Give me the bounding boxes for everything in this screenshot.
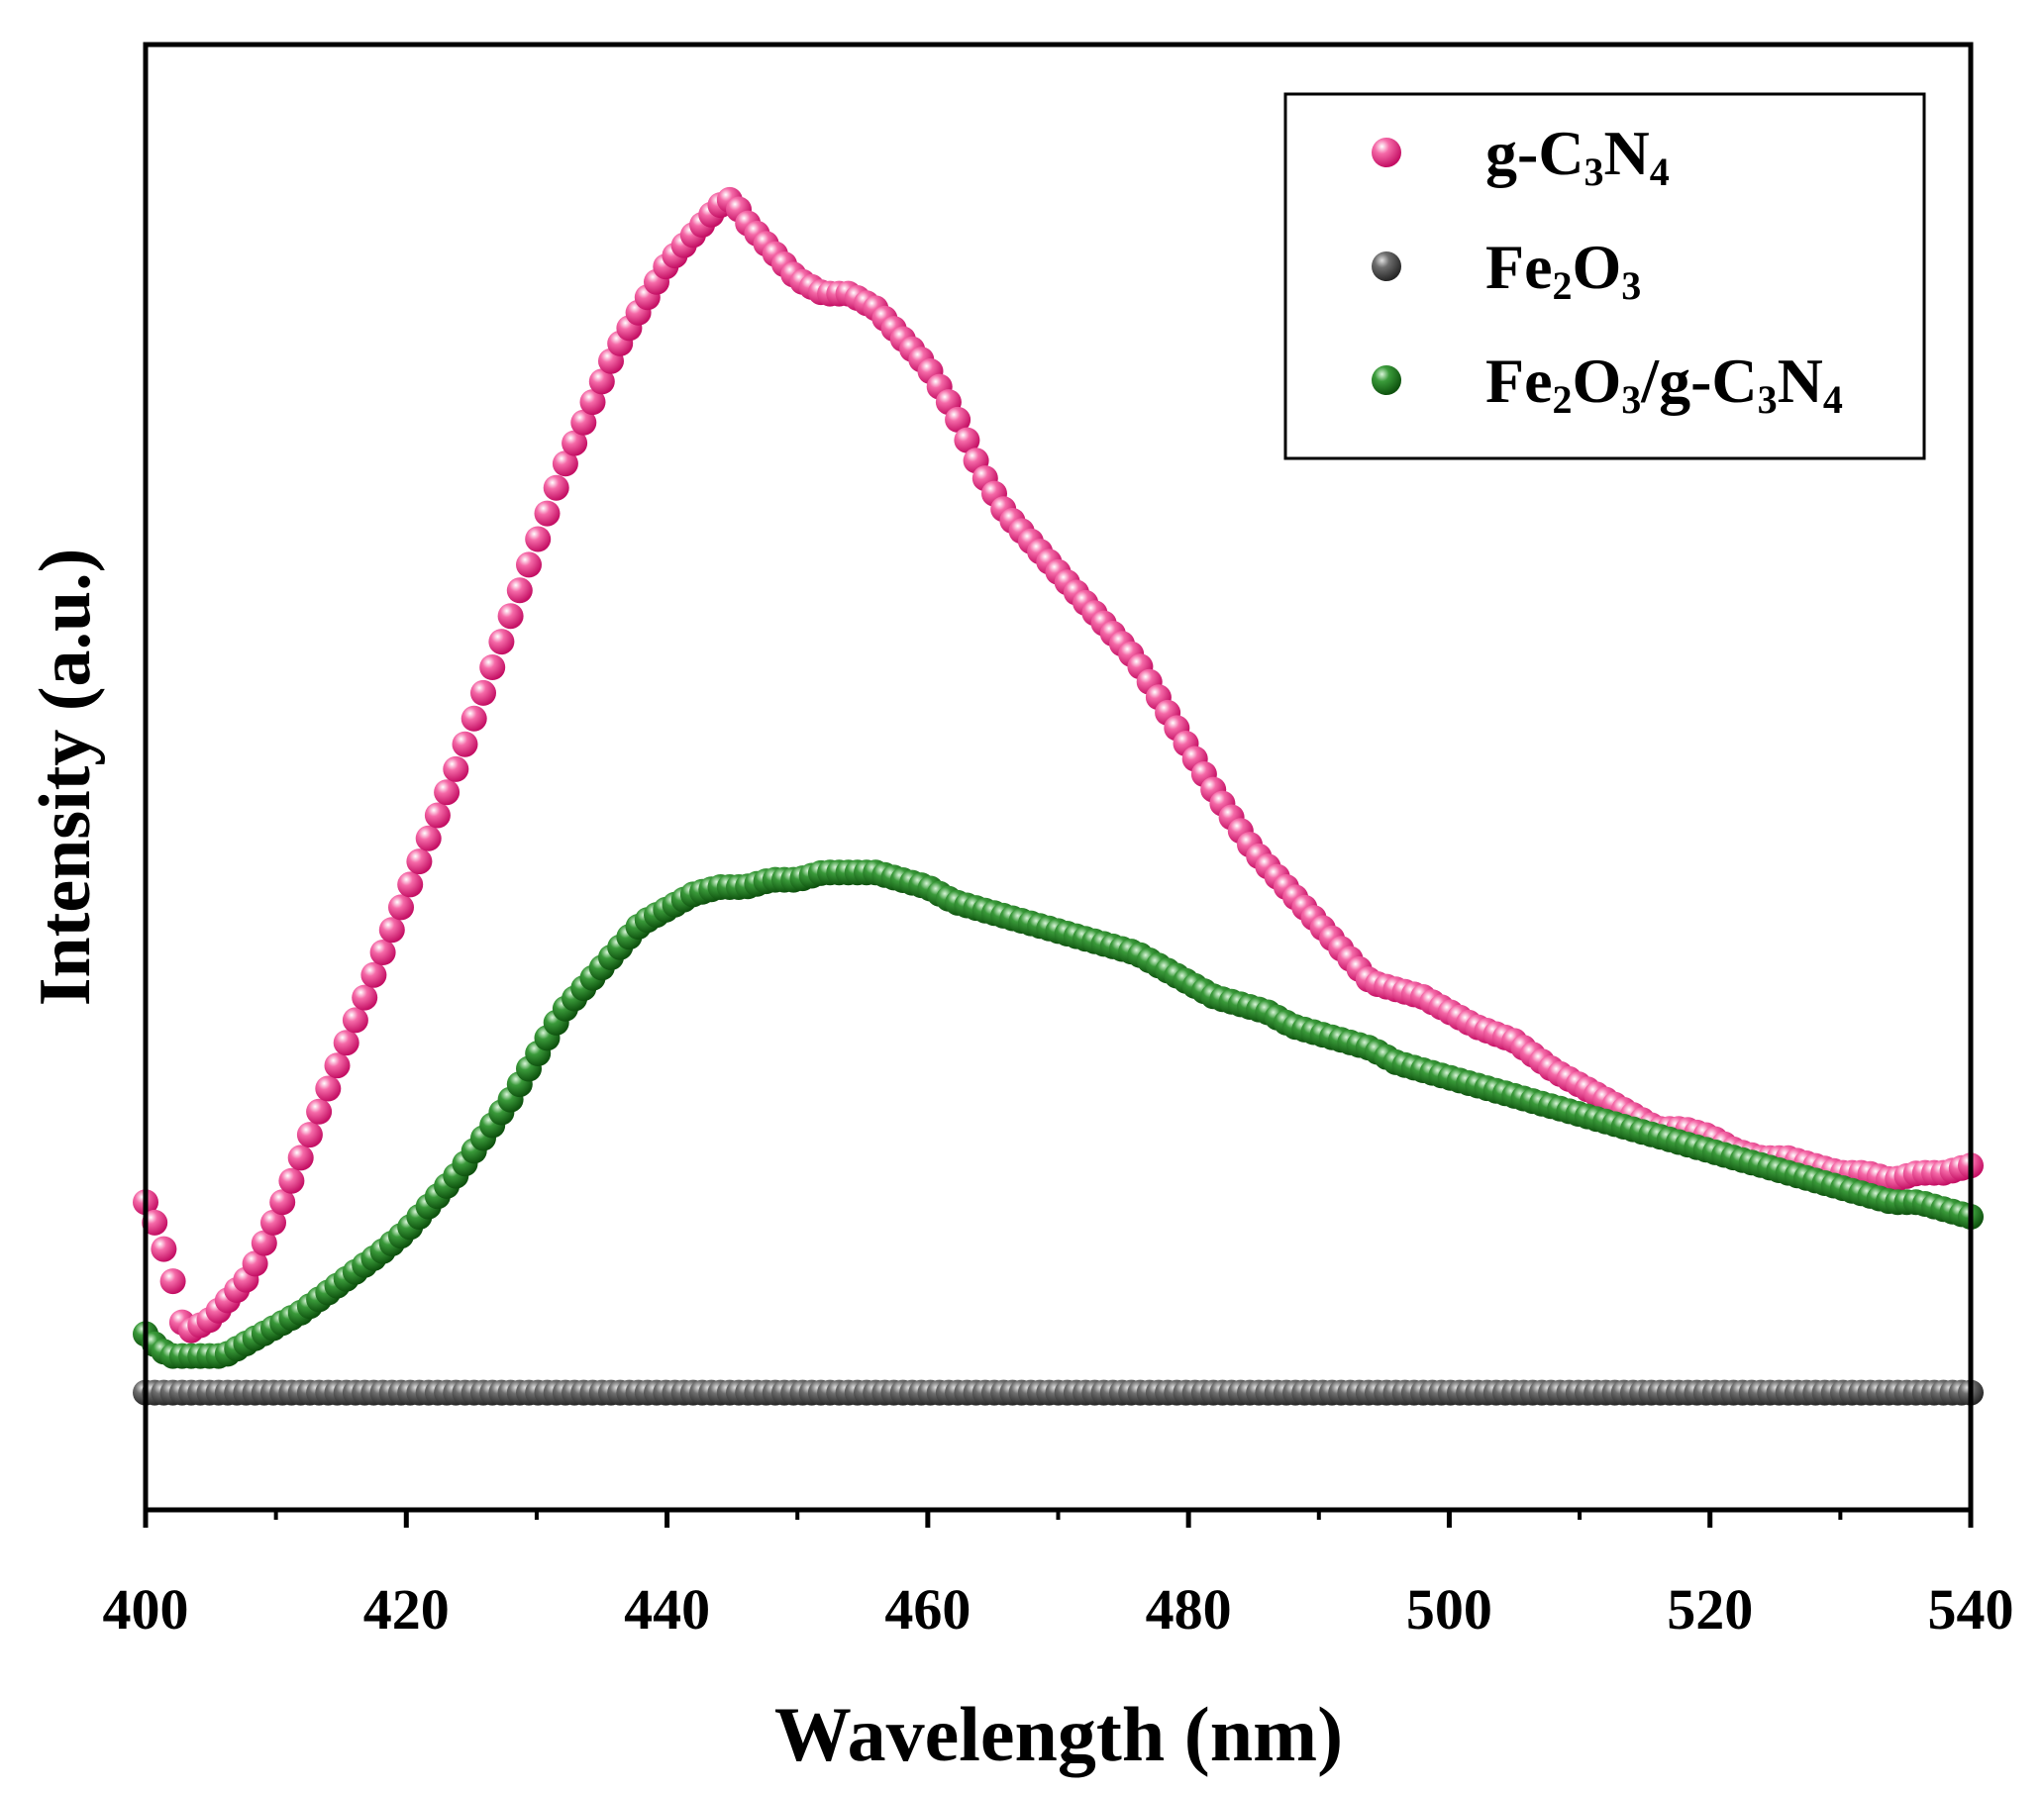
data-point (397, 871, 424, 898)
data-point (378, 917, 405, 944)
data-point (406, 848, 433, 875)
data-point (388, 894, 414, 921)
x-tick-label: 460 (884, 1577, 971, 1642)
data-point (443, 755, 469, 782)
data-point (534, 500, 561, 527)
data-point (516, 551, 542, 578)
legend-marker (1372, 138, 1401, 167)
data-point (525, 526, 552, 552)
data-point (570, 409, 597, 436)
x-axis-ticks: 400 420 440 460 480 500 520 540 (103, 1510, 2014, 1642)
data-point (306, 1098, 333, 1125)
x-axis-label: Wavelength (nm) (774, 1691, 1343, 1777)
data-point (588, 368, 615, 395)
x-tick-label: 520 (1667, 1577, 1753, 1642)
x-tick-label: 480 (1146, 1577, 1232, 1642)
data-point (506, 577, 533, 604)
x-tick-label: 400 (103, 1577, 189, 1642)
series-2 (133, 859, 1984, 1369)
data-point (159, 1268, 186, 1295)
x-tick-label: 440 (624, 1577, 710, 1642)
data-point (333, 1030, 359, 1056)
legend: g-C3N4 Fe2O3 Fe2O3/g-C3N4 (1283, 92, 1926, 460)
x-tick-label: 540 (1928, 1577, 2014, 1642)
data-point (287, 1145, 314, 1171)
legend-marker (1372, 251, 1401, 281)
data-point (562, 430, 588, 456)
data-point (424, 802, 451, 829)
data-point (452, 731, 478, 757)
data-point (151, 1236, 177, 1262)
x-tick-label: 420 (363, 1577, 450, 1642)
data-point (352, 984, 378, 1011)
data-point (497, 603, 524, 630)
data-point (269, 1189, 296, 1216)
data-point (142, 1209, 168, 1236)
data-point (552, 450, 578, 477)
data-point (296, 1122, 323, 1148)
data-point (434, 779, 460, 806)
data-point (242, 1250, 268, 1277)
x-tick-label: 500 (1406, 1577, 1492, 1642)
legend-marker (1372, 365, 1401, 395)
y-axis-label: Intensity (a.u.) (25, 548, 106, 1007)
data-point (415, 825, 442, 851)
legend-label: g-C3N4 (1485, 118, 1670, 194)
data-point (260, 1209, 286, 1236)
data-point (945, 406, 971, 433)
data-point (543, 474, 569, 501)
series-layer (133, 186, 1984, 1406)
data-point (342, 1007, 368, 1034)
data-point (479, 654, 506, 680)
data-point (954, 427, 980, 453)
data-point (315, 1075, 342, 1102)
data-point (470, 679, 496, 706)
legend-label: Fe2O3 (1485, 232, 1641, 308)
data-point (251, 1230, 277, 1256)
data-point (324, 1052, 351, 1079)
data-point (579, 389, 606, 416)
data-point (278, 1167, 305, 1194)
data-point (369, 940, 396, 965)
data-point (360, 961, 387, 988)
legend-label: Fe2O3/g-C3N4 (1485, 346, 1843, 422)
data-point (460, 705, 487, 732)
data-point (488, 629, 515, 655)
series-1 (133, 1379, 1984, 1406)
